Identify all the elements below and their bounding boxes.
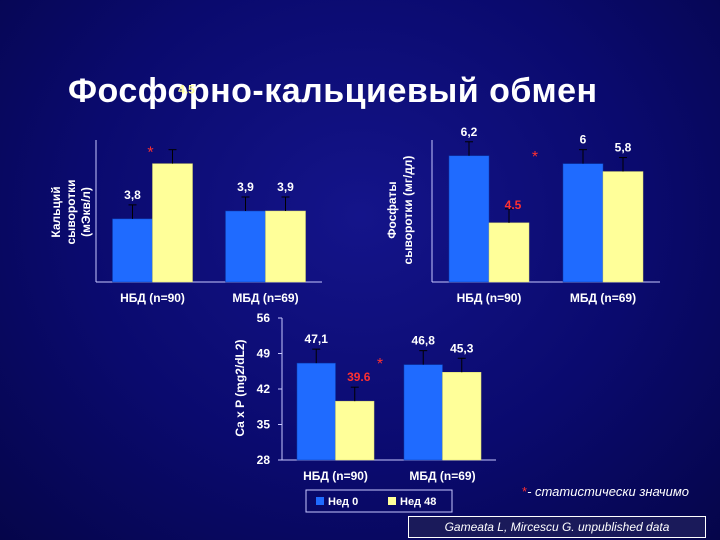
y-tick-label: 42 bbox=[257, 382, 271, 396]
y-tick-label: 56 bbox=[257, 311, 271, 325]
value-label: 4.5 bbox=[178, 83, 195, 97]
legend-swatch bbox=[388, 497, 396, 505]
legend-entry: Нед 0 bbox=[328, 496, 358, 508]
legend-box bbox=[305, 489, 453, 513]
significance-star: * bbox=[522, 484, 528, 499]
significance-star-mark: * bbox=[532, 149, 538, 166]
bar-2-1-1 bbox=[442, 372, 482, 461]
significance-text: - статистически значимо bbox=[527, 484, 689, 499]
legend-entry: Нед 48 bbox=[400, 496, 436, 508]
y-axis-label: Ca x P (mg2/dL2) bbox=[233, 339, 247, 436]
bar-1-0-1 bbox=[488, 222, 530, 283]
bar-1-1-0 bbox=[562, 163, 604, 283]
category-label: НБД (n=90) bbox=[303, 469, 368, 483]
category-label: МБД (n=69) bbox=[570, 291, 636, 305]
value-label: 47,1 bbox=[305, 332, 329, 346]
y-axis-label: Кальций bbox=[49, 186, 63, 237]
legend-swatch bbox=[316, 497, 324, 505]
value-label: 46,8 bbox=[412, 334, 436, 348]
bar-2-0-1 bbox=[335, 400, 375, 461]
value-label: 6,2 bbox=[461, 125, 478, 139]
bar-0-0-0 bbox=[112, 218, 153, 283]
bar-2-1-0 bbox=[403, 364, 443, 461]
significance-star-mark: * bbox=[147, 145, 153, 162]
y-tick-label: 28 bbox=[257, 453, 271, 467]
category-label: МБД (n=69) bbox=[232, 291, 298, 305]
value-label: 39.6 bbox=[347, 370, 371, 384]
bar-0-1-1 bbox=[265, 210, 306, 283]
value-label: 45,3 bbox=[450, 341, 474, 355]
y-axis-label: сыворотки bbox=[64, 179, 78, 244]
y-tick-label: 49 bbox=[257, 347, 271, 361]
value-label: 6 bbox=[580, 133, 587, 147]
significance-star-mark: * bbox=[377, 356, 383, 373]
category-label: МБД (n=69) bbox=[409, 469, 475, 483]
slide-title: Фосфорно-кальциевый обмен bbox=[68, 72, 598, 110]
value-label: 3,9 bbox=[277, 180, 294, 194]
bar-2-0-0 bbox=[296, 362, 336, 461]
y-axis-label: Фосфаты bbox=[385, 181, 399, 238]
category-label: НБД (n=90) bbox=[457, 291, 522, 305]
category-label: НБД (n=90) bbox=[120, 291, 185, 305]
value-label: 4.5 bbox=[505, 198, 522, 212]
value-label: 5,8 bbox=[615, 141, 632, 155]
value-label: 3,8 bbox=[124, 188, 141, 202]
y-axis-label: (мЭкв/л) bbox=[79, 187, 93, 237]
source-citation: Gameata L, Mircescu G. unpublished data bbox=[408, 516, 706, 538]
bar-0-0-1 bbox=[152, 163, 193, 283]
bar-1-1-1 bbox=[602, 171, 644, 283]
significance-note: *- статистически значимо bbox=[522, 484, 689, 499]
value-label: 3,9 bbox=[237, 180, 254, 194]
y-tick-label: 35 bbox=[257, 418, 271, 432]
y-axis-label: сыворотки (мг/дл) bbox=[401, 156, 415, 265]
bar-1-0-0 bbox=[448, 155, 490, 283]
bar-0-1-0 bbox=[225, 210, 266, 283]
